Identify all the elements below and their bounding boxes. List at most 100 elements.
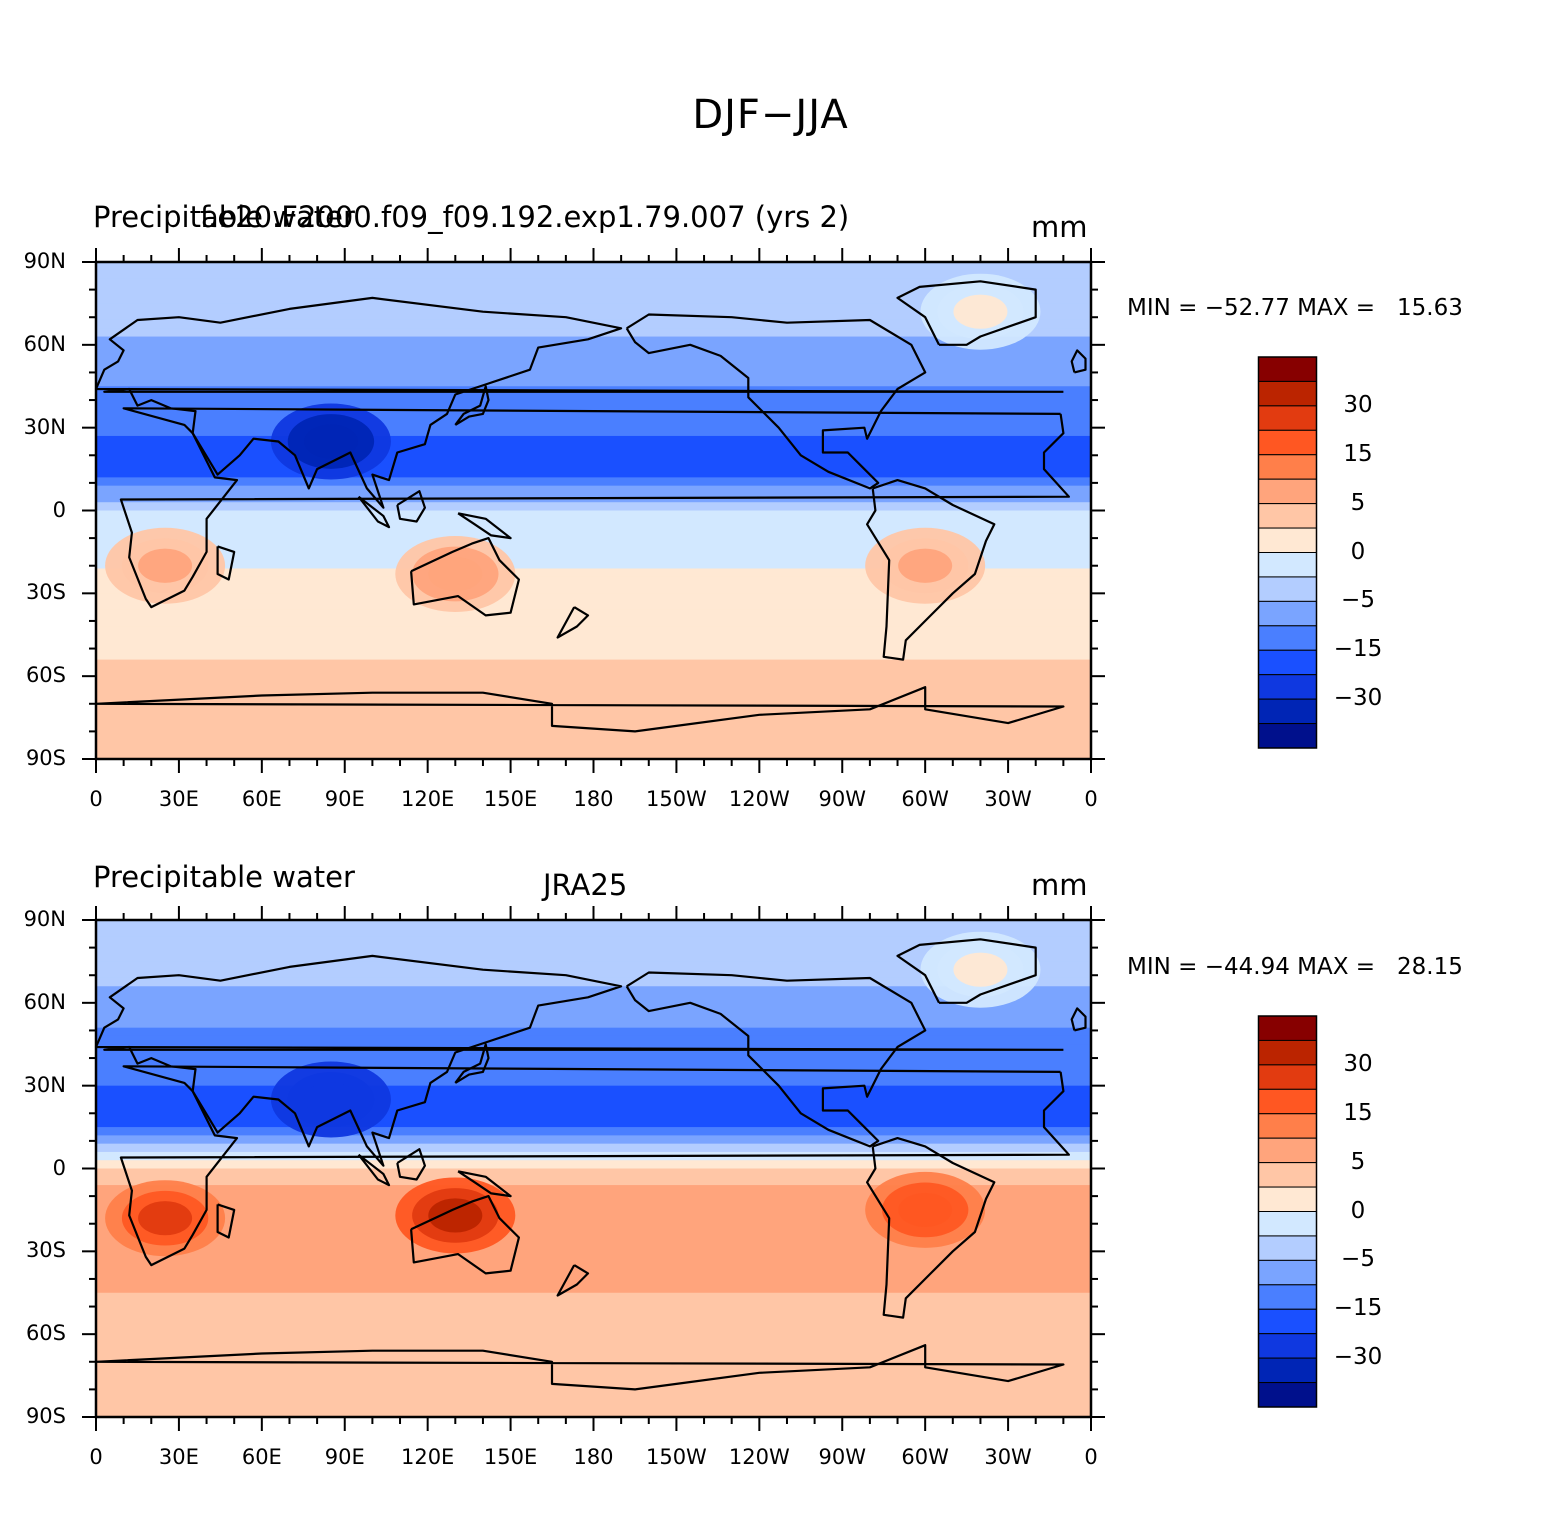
colorbar-box bbox=[1258, 1186, 1317, 1212]
panel2-min-max: MIN = −44.94 MAX = 28.15 bbox=[1127, 954, 1463, 980]
x-tick-label: 150W bbox=[645, 787, 707, 811]
coastline bbox=[357, 1153, 391, 1187]
field-band bbox=[96, 601, 1091, 611]
field-band bbox=[96, 568, 1091, 578]
field-band bbox=[96, 1301, 1091, 1310]
regional-feature bbox=[105, 1180, 226, 1257]
field-band bbox=[96, 560, 1091, 570]
feature-contour bbox=[138, 1201, 193, 1236]
field-band bbox=[96, 1085, 1091, 1095]
field-band bbox=[96, 1168, 1091, 1178]
field-band bbox=[96, 1218, 1091, 1228]
x-tick-label: 60E bbox=[241, 1445, 282, 1469]
regional-feature bbox=[270, 403, 391, 480]
field-band bbox=[96, 1383, 1091, 1393]
field-band bbox=[96, 618, 1091, 628]
colorbar-box bbox=[1258, 600, 1317, 627]
x-tick-label: 120W bbox=[728, 787, 790, 811]
colorbar-box bbox=[1258, 454, 1317, 480]
coastline bbox=[556, 606, 590, 639]
x-tick-label: 150E bbox=[483, 787, 538, 811]
field-band bbox=[96, 1392, 1091, 1402]
field-band bbox=[96, 1334, 1091, 1344]
field-band bbox=[96, 1027, 1091, 1037]
field-band bbox=[96, 1267, 1091, 1277]
field-band bbox=[96, 1102, 1091, 1112]
y-tick-label: 60N bbox=[23, 331, 66, 356]
panel1-min-max: MIN = −52.77 MAX = 15.63 bbox=[1127, 295, 1463, 321]
coastline bbox=[410, 1195, 520, 1275]
colorbar-box bbox=[1258, 1162, 1317, 1188]
feature-contour bbox=[303, 1082, 358, 1117]
field-band bbox=[96, 311, 1091, 321]
colorbar-box bbox=[1258, 649, 1317, 676]
field-band bbox=[96, 394, 1091, 404]
field-band bbox=[96, 750, 1091, 760]
panel2-colorbar bbox=[1257, 1015, 1318, 1408]
field-band bbox=[96, 1143, 1091, 1153]
colorbar-box bbox=[1258, 1015, 1317, 1041]
field-band bbox=[96, 510, 1091, 520]
coastline bbox=[556, 1264, 590, 1297]
x-tick-label: 30E bbox=[158, 787, 199, 811]
colorbar-box bbox=[1258, 1137, 1317, 1164]
panel1-colorbar bbox=[1257, 356, 1318, 749]
field-band bbox=[96, 344, 1091, 354]
x-tick-label: 180 bbox=[573, 1445, 614, 1469]
field-band bbox=[96, 1284, 1091, 1294]
field-band bbox=[96, 286, 1091, 296]
field-band bbox=[96, 1110, 1091, 1120]
x-tick-label: 30W bbox=[984, 1445, 1032, 1469]
field-band bbox=[96, 1251, 1091, 1261]
y-tick-label: 60S bbox=[25, 663, 66, 688]
x-tick-label: 180 bbox=[573, 787, 614, 811]
field-band bbox=[96, 485, 1091, 495]
feature-contour bbox=[428, 1198, 483, 1233]
coastline bbox=[95, 686, 1065, 733]
panel1-center-title: f.e20.F2000.f09_f09.192.exp1.79.007 (yrs… bbox=[200, 200, 850, 234]
field-band bbox=[96, 1400, 1091, 1410]
field-band bbox=[96, 435, 1091, 445]
colorbar-label: −15 bbox=[1333, 1295, 1383, 1322]
x-tick-label: 30W bbox=[984, 787, 1032, 811]
y-tick-label: 60S bbox=[25, 1321, 66, 1346]
colorbar-box bbox=[1258, 478, 1317, 505]
field-band bbox=[96, 469, 1091, 478]
feature-contour bbox=[303, 424, 358, 459]
coastline bbox=[625, 971, 927, 1148]
feature-contour bbox=[953, 294, 1008, 329]
x-tick-label: 120W bbox=[728, 1445, 790, 1469]
regional-feature bbox=[865, 1171, 986, 1248]
coastline bbox=[95, 1344, 1065, 1391]
regional-feature bbox=[395, 1177, 516, 1254]
colorbar-frame bbox=[1257, 356, 1318, 749]
coastlines bbox=[94, 280, 1087, 733]
field-band bbox=[96, 1002, 1091, 1012]
field-band bbox=[96, 717, 1091, 727]
x-tick-label: 0 bbox=[1084, 787, 1098, 811]
panel2-map bbox=[82, 906, 1105, 1431]
colorbar-box bbox=[1258, 1333, 1317, 1359]
x-tick-label: 60W bbox=[901, 1445, 949, 1469]
field-band bbox=[96, 1234, 1091, 1244]
field-band bbox=[96, 1127, 1091, 1136]
feature-contour bbox=[138, 548, 193, 583]
coastline bbox=[396, 1148, 426, 1181]
field-band bbox=[96, 576, 1091, 586]
colorbar-label: 15 bbox=[1343, 440, 1373, 467]
field-band bbox=[96, 303, 1091, 313]
colorbar-box bbox=[1258, 503, 1317, 529]
regional-feature bbox=[920, 273, 1041, 350]
colorbar-box bbox=[1258, 1113, 1317, 1139]
coastline bbox=[216, 545, 236, 581]
x-tick-label: 0 bbox=[89, 787, 103, 811]
field-band bbox=[96, 609, 1091, 619]
coastline bbox=[357, 495, 391, 529]
feature-contour bbox=[898, 548, 953, 583]
colorbar-label: −30 bbox=[1333, 1344, 1383, 1371]
coastline bbox=[396, 490, 426, 523]
field-band bbox=[96, 1011, 1091, 1020]
field-band bbox=[96, 1060, 1091, 1070]
field-band bbox=[96, 411, 1091, 420]
field-band bbox=[96, 634, 1091, 644]
